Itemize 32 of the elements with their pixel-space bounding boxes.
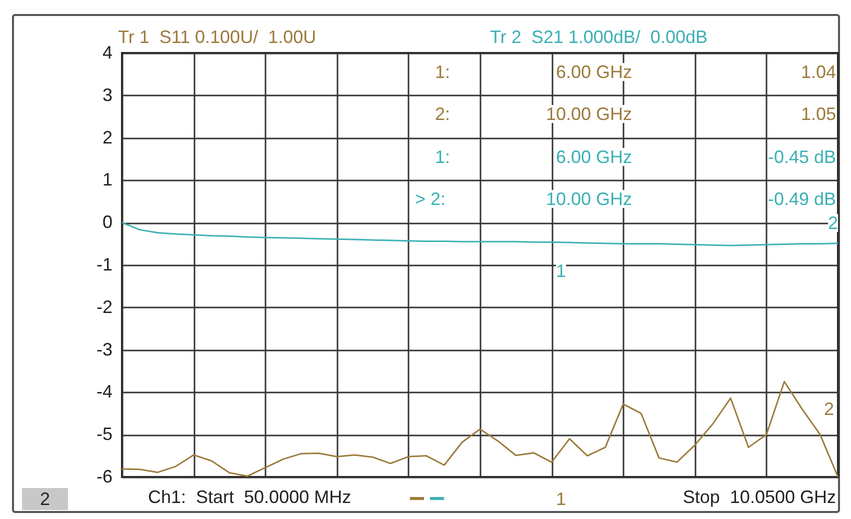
y-tick-label: -3 <box>96 339 112 360</box>
y-tick-label: 0 <box>102 212 112 232</box>
text: Tr 1 S11 0.100U/ 1.00U <box>118 27 316 47</box>
y-tick-label: 1 <box>102 170 112 190</box>
annotation: 10.00 GHz <box>546 104 632 124</box>
annotation: -0.45 dB <box>768 146 836 167</box>
y-tick-label: -2 <box>96 296 112 317</box>
text: Ch1: Start 50.0000 MHz <box>148 487 352 507</box>
y-tick-label: -4 <box>96 382 112 402</box>
annotation: 1: <box>435 62 450 82</box>
y-tick-label: -6 <box>96 466 112 486</box>
annotation: 1 <box>556 261 566 281</box>
y-tick-label: 4 <box>102 42 112 62</box>
annotation: 6.00 GHz <box>556 146 632 167</box>
annotation: 2: <box>435 104 450 124</box>
annotation: 2 <box>824 399 834 419</box>
annotation: 1.05 <box>800 104 836 124</box>
annotation: 10.00 GHz <box>546 189 632 210</box>
annotation: 1.04 <box>800 62 836 82</box>
y-tick-label: -1 <box>96 254 112 274</box>
text: Stop 10.0500 GHz <box>682 487 836 507</box>
annotation: -0.49 dB <box>768 189 836 210</box>
annotation: > 2: <box>415 189 446 210</box>
annotation: 6.00 GHz <box>556 62 632 82</box>
y-tick-label: -5 <box>96 424 112 444</box>
text: Tr 2 S21 1.000dB/ 0.00dB <box>490 27 708 47</box>
text: 1 <box>556 489 566 509</box>
y-tick-label: 2 <box>102 127 112 148</box>
y-tick-label: 3 <box>102 84 112 105</box>
annotation: 2 <box>828 213 838 233</box>
text: 2 <box>22 488 68 510</box>
annotation: 1: <box>435 146 450 167</box>
